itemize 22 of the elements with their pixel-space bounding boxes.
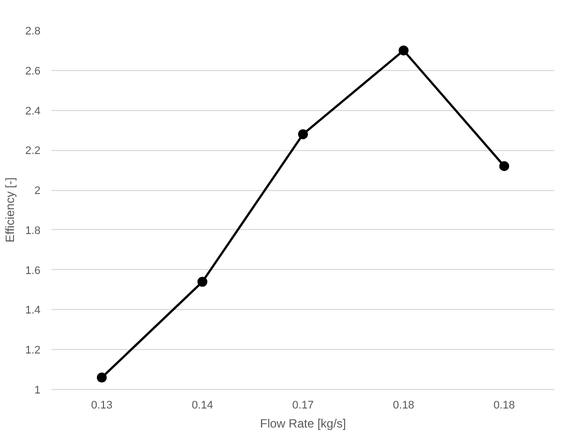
y-tick-label: 2.6 (25, 65, 41, 78)
point (197, 276, 208, 287)
y-tick-label: 1.8 (25, 224, 41, 237)
y-tick-label: 1.6 (25, 264, 41, 277)
y-tick-label: 2.4 (25, 105, 41, 118)
y-tick-label: 1.4 (25, 304, 41, 317)
point (96, 372, 107, 383)
y-tick-label: 2 (34, 185, 41, 198)
y-tick-label: 1.2 (25, 344, 41, 357)
y-axis-title: Efficiency [-] (3, 177, 18, 243)
point (499, 161, 510, 172)
x-tick-label: 0.17 (292, 400, 314, 412)
point (298, 129, 308, 140)
x-tick-label: 0.14 (192, 400, 214, 412)
y-tick-label: 2.2 (25, 145, 41, 158)
x-tick-label: 0.13 (91, 400, 113, 412)
y-tick-label: 2.8 (25, 26, 41, 38)
x-axis-title: Flow Rate [kg/s] (260, 416, 346, 430)
x-tick-label: 0.18 (493, 400, 515, 412)
point (398, 45, 409, 56)
x-tick-label: 0.18 (392, 400, 414, 412)
y-tick-label: 1 (34, 384, 41, 396)
